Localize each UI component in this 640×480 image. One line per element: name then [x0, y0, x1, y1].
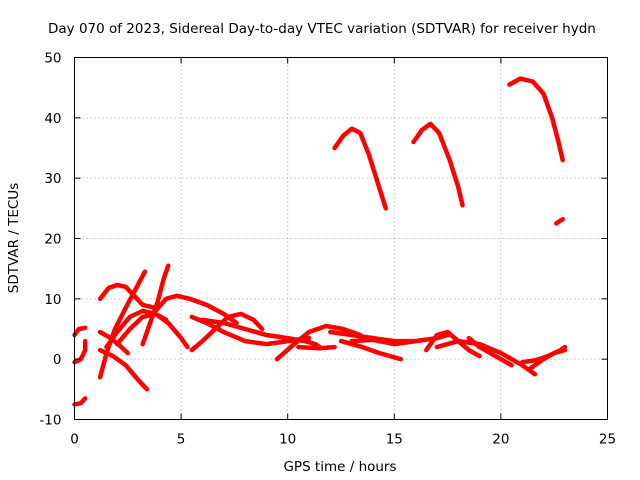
- series-arc-26: [411, 121, 465, 208]
- y-tick-label: 0: [53, 352, 62, 368]
- axis-ticks: [74, 57, 608, 420]
- series-arc-5: [97, 269, 148, 380]
- series-arc-14: [200, 317, 322, 350]
- series-arc-19: [349, 337, 418, 347]
- plot-frame: [74, 57, 608, 420]
- x-tick-label: 25: [599, 432, 616, 448]
- series-arc-18: [338, 338, 403, 362]
- series-arc-17: [328, 329, 450, 344]
- series-arc-25: [332, 126, 389, 211]
- series-arc-21: [434, 338, 538, 377]
- series-arc-2: [72, 338, 88, 365]
- y-tick-label: 20: [44, 232, 61, 248]
- y-tick-labels: -10 0 10 20 30 40 50: [39, 51, 61, 429]
- series-arc-6: [97, 347, 150, 392]
- x-tick-label: 0: [70, 432, 79, 448]
- series-arc-13: [189, 314, 312, 347]
- series-arc-16: [296, 344, 337, 351]
- x-axis-label: GPS time / hours: [283, 459, 396, 475]
- x-tick-labels: 0 5 10 15 20 25: [70, 432, 616, 448]
- series-arc-10: [114, 311, 169, 347]
- series-arc-11: [153, 293, 239, 326]
- y-tick-label: 40: [44, 111, 61, 127]
- series-arc-20: [424, 329, 482, 359]
- series-arc-3: [72, 396, 88, 407]
- data-series: [72, 76, 568, 407]
- y-tick-label: -10: [39, 413, 61, 429]
- x-tick-label: 15: [386, 432, 403, 448]
- series-arc-24: [519, 344, 568, 365]
- series-arc-27: [507, 76, 565, 163]
- x-tick-label: 5: [177, 432, 186, 448]
- series-arc-15: [274, 323, 363, 362]
- series-arc-4: [97, 282, 158, 311]
- x-tick-label: 20: [492, 432, 509, 448]
- x-tick-label: 10: [279, 432, 296, 448]
- series-arc-12: [189, 311, 265, 353]
- y-tick-label: 50: [44, 51, 61, 67]
- series-arc-8: [104, 308, 190, 350]
- y-axis-label: SDTVAR / TECUs: [6, 183, 22, 293]
- chart-title: Day 070 of 2023, Sidereal Day-to-day VTE…: [48, 21, 596, 37]
- series-arc-22: [466, 335, 514, 368]
- series-arc-9: [140, 263, 171, 347]
- series-arc-28: [554, 216, 565, 226]
- grid-lines: [74, 57, 608, 420]
- series-arc-1: [72, 325, 88, 338]
- y-tick-label: 10: [44, 292, 61, 308]
- y-tick-label: 30: [44, 171, 61, 187]
